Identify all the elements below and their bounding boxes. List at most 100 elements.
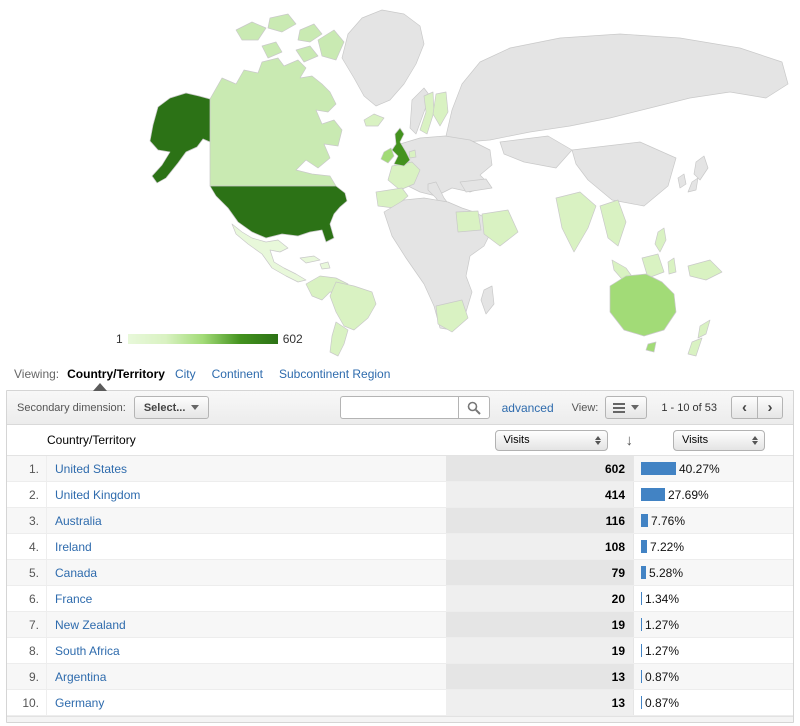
row-country-cell: United States bbox=[47, 456, 446, 481]
map-country-greenland[interactable] bbox=[341, 9, 425, 107]
map-country-japan[interactable] bbox=[693, 155, 709, 181]
viewing-row: Viewing: Country/Territory City Continent… bbox=[0, 358, 800, 390]
table-row: 7. New Zealand 19 1.27% bbox=[7, 612, 793, 638]
map-country-australia[interactable] bbox=[609, 273, 677, 337]
legend-gradient-bar bbox=[127, 334, 278, 344]
map-country-madagascar[interactable] bbox=[480, 285, 495, 315]
country-link[interactable]: United Kingdom bbox=[55, 487, 141, 502]
map-country-egypt[interactable] bbox=[455, 210, 482, 233]
map-country-russia[interactable] bbox=[445, 33, 789, 143]
country-link[interactable]: Argentina bbox=[55, 669, 107, 684]
map-country-united-states[interactable] bbox=[209, 185, 348, 243]
map-island[interactable] bbox=[319, 261, 331, 270]
metric-select[interactable]: Visits bbox=[494, 429, 608, 451]
map-country-new-zealand[interactable] bbox=[697, 319, 711, 339]
country-link[interactable]: New Zealand bbox=[55, 617, 126, 632]
map-country-philippines[interactable] bbox=[654, 227, 667, 253]
search-input[interactable] bbox=[339, 396, 458, 419]
map-country-china[interactable] bbox=[571, 141, 677, 207]
country-link[interactable]: South Africa bbox=[55, 643, 120, 658]
country-link[interactable]: Canada bbox=[55, 565, 98, 580]
row-country-cell: Germany bbox=[47, 690, 446, 715]
chevron-down-icon bbox=[631, 405, 640, 410]
view-selector-button[interactable] bbox=[605, 396, 648, 419]
row-country-cell: South Africa bbox=[47, 638, 446, 663]
country-link[interactable]: United States bbox=[55, 461, 128, 476]
row-visits: 79 bbox=[446, 560, 633, 585]
tab-city[interactable]: City bbox=[174, 367, 196, 381]
row-rank: 2. bbox=[7, 482, 47, 507]
map-country-brazil[interactable] bbox=[329, 281, 377, 331]
map-country-finland[interactable] bbox=[432, 91, 449, 127]
select-button-label: Select... bbox=[143, 401, 186, 414]
sort-direction-icon[interactable]: ↓ bbox=[625, 431, 634, 449]
chevron-down-icon bbox=[191, 405, 200, 410]
previous-page-button[interactable]: ‹ bbox=[731, 396, 757, 419]
row-percentage: 0.87% bbox=[645, 669, 680, 684]
percentage-bar bbox=[641, 488, 665, 501]
row-percentage-cell: 40.27% bbox=[633, 456, 793, 481]
tab-continent[interactable]: Continent bbox=[211, 367, 263, 381]
search-button[interactable] bbox=[457, 396, 490, 419]
map-island-sulawesi[interactable] bbox=[667, 257, 677, 275]
secondary-dimension-select-button[interactable]: Select... bbox=[133, 396, 210, 419]
map-island[interactable] bbox=[295, 45, 319, 63]
map-region-central-asia[interactable] bbox=[499, 135, 573, 169]
map-island[interactable] bbox=[267, 13, 297, 33]
map-country-cuba[interactable] bbox=[299, 255, 321, 264]
map-country-ireland[interactable] bbox=[380, 147, 395, 164]
row-rank: 1. bbox=[7, 456, 47, 481]
row-country-cell: France bbox=[47, 586, 446, 611]
map-country-south-africa[interactable] bbox=[435, 299, 469, 333]
country-link[interactable]: Australia bbox=[55, 513, 102, 528]
map-country-france[interactable] bbox=[387, 161, 421, 191]
map-country-netherlands[interactable] bbox=[408, 149, 417, 159]
pager: ‹ › bbox=[731, 396, 783, 419]
comparison-select[interactable]: Visits bbox=[673, 429, 765, 451]
map-country-saudi-arabia[interactable] bbox=[481, 209, 519, 247]
selected-tab-pointer-icon bbox=[93, 383, 107, 391]
country-link[interactable]: Ireland bbox=[55, 539, 92, 554]
map-country-india[interactable] bbox=[555, 191, 597, 253]
row-percentage: 1.27% bbox=[645, 617, 680, 632]
map-legend: 1 602 bbox=[116, 332, 303, 346]
map-country-sweden[interactable] bbox=[419, 91, 435, 135]
map-island-borneo[interactable] bbox=[641, 253, 665, 279]
next-page-button[interactable]: › bbox=[757, 396, 783, 419]
map-country-japan[interactable] bbox=[687, 177, 699, 193]
country-link[interactable]: France bbox=[55, 591, 93, 606]
map-region-alaska[interactable] bbox=[149, 92, 211, 184]
viewing-label: Viewing: bbox=[14, 367, 60, 381]
tab-subcontinent-region[interactable]: Subcontinent Region bbox=[278, 367, 391, 381]
advanced-search-link[interactable]: advanced bbox=[501, 400, 554, 415]
map-island-tasmania[interactable] bbox=[645, 341, 657, 353]
row-country-cell: United Kingdom bbox=[47, 482, 446, 507]
row-rank: 5. bbox=[7, 560, 47, 585]
map-country-united-kingdom[interactable] bbox=[391, 127, 411, 167]
map-country-korea[interactable] bbox=[677, 173, 687, 189]
map-country-argentina[interactable] bbox=[329, 321, 349, 357]
map-country-canada[interactable] bbox=[209, 57, 343, 187]
map-island[interactable] bbox=[235, 21, 267, 41]
row-percentage-cell: 0.87% bbox=[633, 690, 793, 715]
map-country-mexico[interactable] bbox=[231, 223, 307, 283]
row-percentage: 0.87% bbox=[645, 695, 680, 710]
map-island[interactable] bbox=[317, 29, 345, 61]
row-percentage-cell: 7.76% bbox=[633, 508, 793, 533]
row-visits: 20 bbox=[446, 586, 633, 611]
map-island[interactable] bbox=[297, 23, 323, 43]
map-country-new-zealand[interactable] bbox=[687, 337, 703, 357]
map-country-iceland[interactable] bbox=[363, 113, 385, 127]
row-country-cell: New Zealand bbox=[47, 612, 446, 637]
table-body: 1. United States 602 40.27% 2. United Ki… bbox=[7, 456, 793, 716]
map-region-se-asia[interactable] bbox=[599, 199, 627, 247]
tab-country-territory[interactable]: Country/Territory bbox=[67, 367, 165, 381]
table-view-icon bbox=[613, 402, 626, 413]
country-link[interactable]: Germany bbox=[55, 695, 105, 710]
map-island[interactable] bbox=[261, 41, 283, 59]
row-rank: 8. bbox=[7, 638, 47, 663]
map-island-new-guinea[interactable] bbox=[687, 259, 723, 281]
metric-select-value: Visits bbox=[503, 434, 530, 446]
map-country-turkey[interactable] bbox=[459, 178, 493, 193]
geo-map: 1 602 bbox=[0, 0, 800, 358]
